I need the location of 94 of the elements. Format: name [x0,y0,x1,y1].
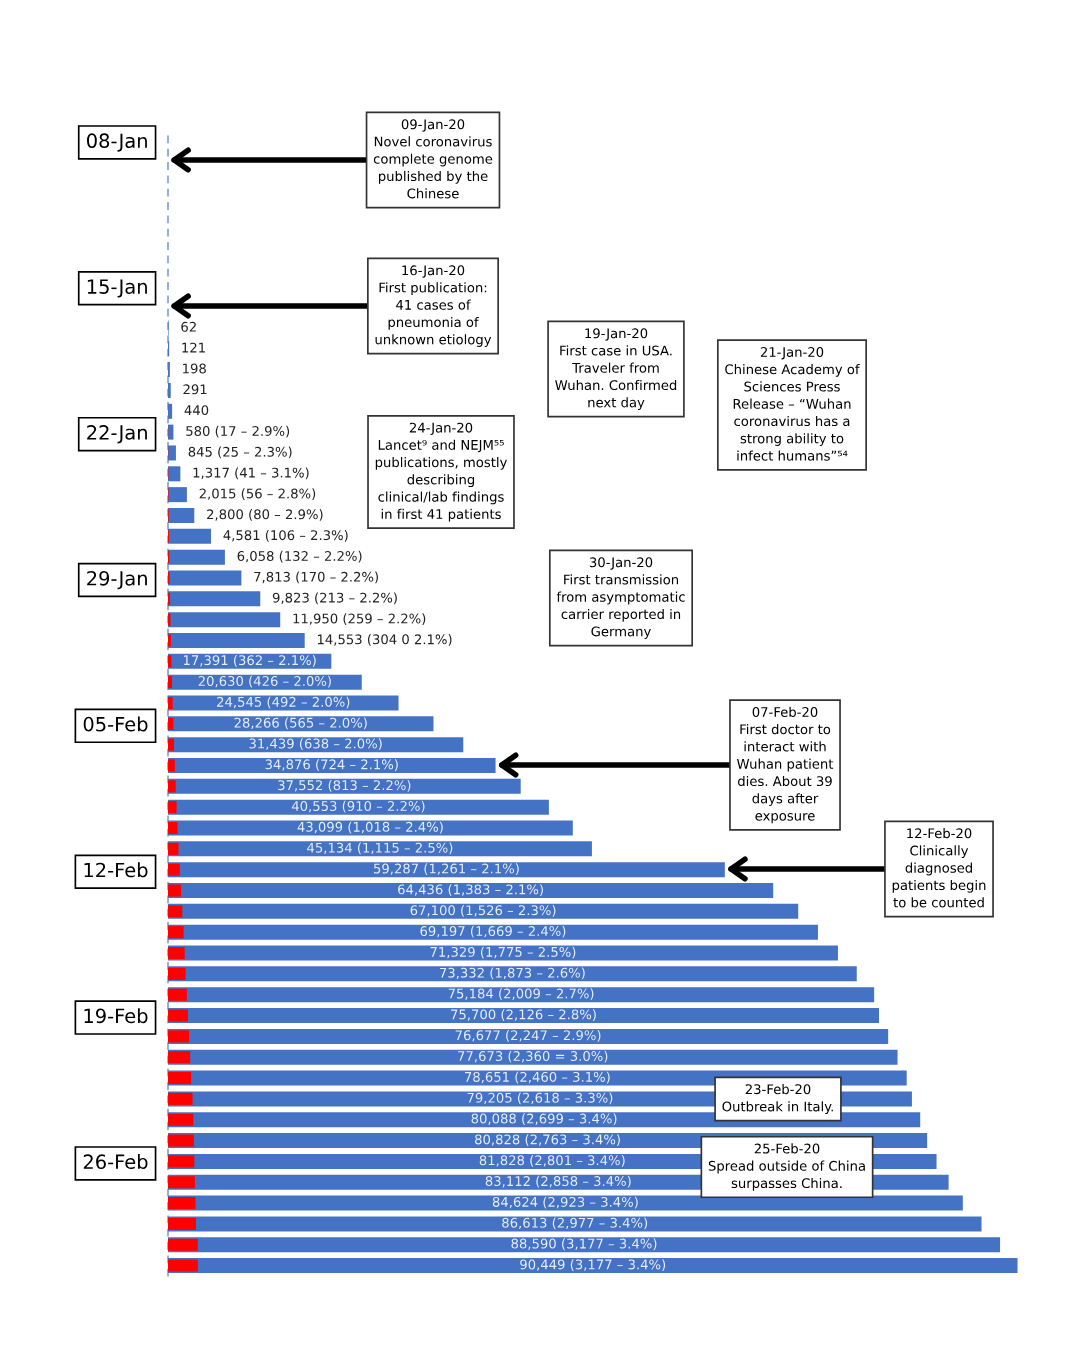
bar [168,905,183,918]
data-label: 43,099 (1,018 – 2.4%) [297,821,443,834]
bar [168,634,171,647]
data-label: 62 [181,321,196,332]
bar [168,759,175,772]
bar [168,1051,191,1064]
data-label: 80,828 (2,763 – 3.4%) [475,1134,620,1146]
annotation: 30-Jan-20 First transmission from asymptomatic carrier reported in Germany [556,557,685,639]
data-label: 75,184 (2,009 – 2.7%) [448,988,594,1001]
data-label: 6,058 (132 – 2.2%) [237,550,362,563]
data-label: 75,700 (2,126 – 2.8%) [451,1009,596,1021]
bar [168,1217,196,1230]
bar [168,842,179,855]
bar [168,884,181,897]
data-label: 67,100 (1,526 – 2.3%) [410,904,556,917]
data-label: 81,828 (2,801 – 3.4%) [479,1155,625,1167]
bar [168,1155,195,1168]
bar [168,1009,188,1022]
bar [168,717,174,730]
annotation: 07-Feb-20 First doctor to interact with Wuhan patient dies. About 39 days after exposure [737,706,834,824]
data-label: 37,552 (813 – 2.2%) [278,779,411,792]
data-label: 71,329 (1,775 – 2.5%) [430,946,576,959]
bar [168,1030,190,1043]
annotation: 19-Jan-20 First case in USA. Traveler from Wuhan. Confirmed next day [555,328,677,410]
bar [168,1113,194,1126]
bar [168,1092,193,1105]
data-label: 80,088 (2,699 – 3.4%) [471,1113,617,1126]
data-label: 2,800 (80 – 2.9%) [207,509,323,521]
bar [168,967,186,980]
bar [168,1072,192,1085]
annotation: 21-Jan-20 Chinese Academy of Sciences Press Release – “Wuhan coronavirus has a strong ability to infect humans”⁵⁴ [725,347,860,461]
data-label: 291 [183,384,207,395]
bar [168,821,178,835]
bar [168,1238,198,1251]
data-label: 40,553 (910 – 2.2%) [291,800,425,813]
data-label: 1,317 (41 – 3.1%) [193,467,309,480]
data-label: 73,332 (1,873 – 2.6%) [439,967,585,980]
bar [168,780,176,793]
data-label: 580 (17 – 2.9%) [186,425,290,438]
data-label: 845 (25 – 2.3%) [188,446,292,459]
bar [168,1134,194,1147]
bar [168,926,184,939]
data-label: 79,205 (2,618 – 3.3%) [467,1092,613,1105]
annotation: 25-Feb-20 Spread outside of China surpasses China. [708,1143,865,1191]
data-label: 83,112 (2,858 – 3.4%) [485,1175,631,1188]
bar [168,988,187,1001]
data-label: 69,197 (1,669 – 2.4%) [420,925,566,938]
data-label: 20,630 (426 – 2.0%) [198,675,331,688]
y-tick-label: 05-Feb [83,716,148,732]
y-tick-label: 15-Jan [87,279,147,298]
data-label: 2,015 (56 – 2.8%) [199,488,316,501]
data-label: 77,673 (2,360 = 3.0%) [458,1050,608,1063]
data-label: 90,449 (3,177 – 3.4%) [520,1259,666,1271]
data-label: 198 [183,363,206,374]
data-label: 88,590 (3,177 – 3.4%) [511,1238,657,1251]
data-label: 64,436 (1,383 – 2.1%) [398,884,543,896]
bar [168,676,172,689]
y-tick-label: 26-Feb [83,1154,148,1170]
bar [168,738,174,751]
y-tick-label: 29-Jan [87,570,147,590]
bar [168,1176,195,1189]
y-tick-label: 12-Feb [84,862,148,878]
data-label: 31,439 (638 – 2.0%) [249,738,382,751]
y-tick-label: 22-Jan [87,425,147,444]
bar [168,801,177,814]
data-label: 17,391 (362 – 2.1%) [183,654,316,667]
data-label: 7,813 (170 – 2.2%) [254,571,378,584]
data-label: 76,677 (2,247 – 2.9%) [455,1030,601,1042]
data-label: 86,613 (2,977 – 3.4%) [502,1217,648,1230]
data-label: 45,134 (1,115 – 2.5%) [307,842,453,855]
y-tick-label: 08-Jan [87,133,147,152]
annotation: 23-Feb-20 Outbreak in Italy. [722,1083,833,1115]
bar [168,696,173,710]
y-tick-label: 19-Feb [84,1008,148,1024]
bar [168,1259,198,1272]
data-label: 440 [184,405,209,416]
data-label: 78,651 (2,460 – 3.1%) [464,1071,610,1084]
data-label: 11,950 (259 – 2.2%) [293,613,426,626]
bar [168,946,185,960]
annotation: 24-Jan-20 Lancet⁹ and NEJM⁵⁵ publications, mostly describing clinical/lab findings in first 41 patients [375,422,507,522]
data-label: 121 [182,342,205,353]
bar [168,863,180,876]
data-label: 34,876 (724 – 2.1%) [265,759,398,771]
data-label: 28,266 (565 – 2.0%) [234,717,367,730]
annotation: 09-Jan-20 Novel coronavirus complete genome published by the Chinese [373,119,493,199]
data-label: 84,624 (2,923 – 3.4%) [492,1196,638,1209]
bar [168,1197,196,1210]
data-label: 14,553 (304 0 2.1%) [317,634,452,646]
data-label: 59,287 (1,261 – 2.1%) [373,863,519,876]
annotation: 12-Feb-20 Clinically diagnosed patients begin to be counted [892,828,986,908]
annotation: 16-Jan-20 First publication: 41 cases of pneumonia of unknown etiology [375,265,492,347]
data-label: 24,545 (492 – 2.0%) [217,696,350,709]
data-label: 4,581 (106 – 2.3%) [223,529,348,542]
data-label: 9,823 (213 – 2.2%) [272,592,397,605]
